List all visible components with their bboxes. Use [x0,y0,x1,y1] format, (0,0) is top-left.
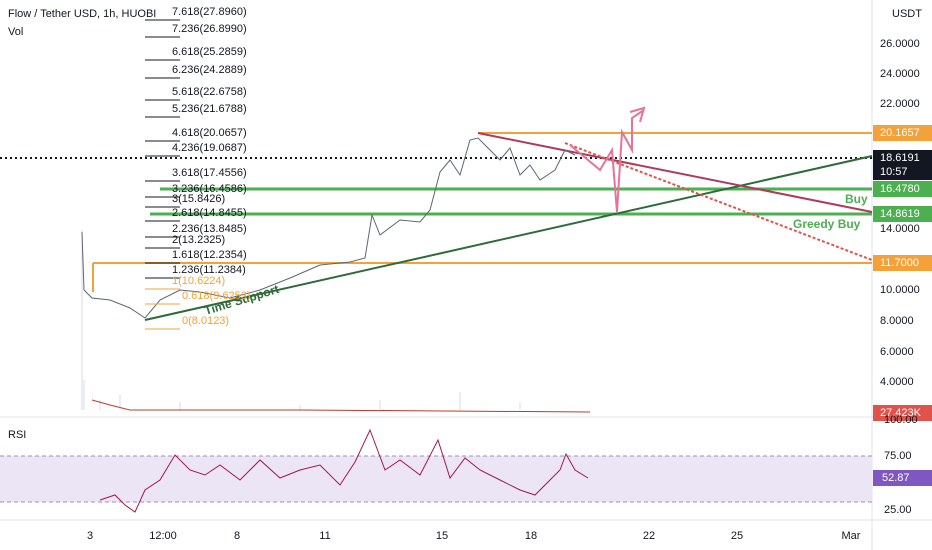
price-label: 24.0000 [880,68,920,80]
price-tag [873,255,932,271]
rsi-tag-label: 52.87 [882,472,910,484]
fib-label: 5.618(22.6758) [172,86,247,98]
price-label: 14.0000 [880,223,920,235]
price-label: 4.0000 [880,376,914,388]
fib-label: 1(10.6224) [172,275,225,287]
fib-label: 3.618(17.4556) [172,167,247,179]
price-line [81,137,576,319]
fib-label: 1.618(12.2354) [172,249,247,261]
volume-bars [81,230,521,410]
price-tag-label: 14.8619 [880,208,920,220]
rsi-label: RSI [8,429,26,441]
trend-resistance [477,132,873,213]
time-label: Mar [842,530,861,542]
price-tag-label: 27.423K [880,407,922,419]
time-label: 12:00 [149,530,177,542]
price-unit: USDT [892,8,922,20]
fib-label: 4.618(20.0657) [172,127,247,139]
price-label: 6.0000 [880,346,914,358]
fib-label: 5.236(21.6788) [172,103,247,115]
projection-arrow [629,106,646,123]
fib-label: 2.236(13.8485) [172,223,247,235]
price-tag [873,164,932,180]
price-tag-label: 11.7000 [880,257,919,269]
volume-ma [91,399,591,413]
rsi-tag [873,470,932,486]
time-label: 22 [643,530,655,542]
price-tag-label: 18.6191 [880,152,920,164]
projection-path [569,109,645,213]
fib-label: 7.618(27.8960) [172,6,247,18]
fib-label: 3.236(16.4586) [172,183,247,195]
time-label: 8 [234,530,240,542]
price-tag [873,125,932,141]
price-tag-label: 10:57 [880,166,908,178]
buy-annotation: Buy [845,192,868,206]
price-tag [873,150,932,166]
price-label: 10.0000 [880,284,920,296]
volume-label: Vol [8,26,23,38]
trend-support [144,155,873,321]
time-label: 15 [436,530,448,542]
fib-label: 6.618(25.2859) [172,46,247,58]
greedy-buy-annotation: Greedy Buy [793,217,861,231]
price-tag-label: 20.1657 [880,127,920,139]
rsi-axis-label: 25.00 [884,504,912,516]
fib-label: 1.236(11.2384) [172,264,246,276]
rsi-band [0,456,872,502]
price-tag-label: 16.4780 [880,183,920,195]
fib-label: 7.236(26.8990) [172,23,247,35]
rsi-line [99,428,589,513]
rsi-axis-label: 75.00 [884,450,912,462]
price-label: 22.0000 [880,98,920,110]
time-label: 11 [319,530,330,542]
fib-label: 3(15.8426) [172,193,225,205]
price-tag [873,206,932,222]
price-tag [873,181,932,197]
fib-label: 0.618(9.6253) [182,290,251,302]
symbol-title: Flow / Tether USD, 1h, HUOBI [8,8,156,20]
price-label: 26.0000 [880,38,920,50]
fib-label: 4.236(19.0687) [172,142,247,154]
fib-label: 2(13.2325) [172,234,225,246]
fib-label: 6.236(24.2889) [172,64,247,76]
price-tag [873,405,932,421]
price-label: 8.0000 [880,315,914,327]
rsi-axis-label: 100.00 [884,414,918,426]
time-label: 3 [87,530,93,542]
time-label: 18 [525,530,537,542]
fib-label: 2.618(14.8455) [172,207,247,219]
time-label: 25 [731,530,743,542]
fib-label: 0(8.0123) [182,315,229,327]
